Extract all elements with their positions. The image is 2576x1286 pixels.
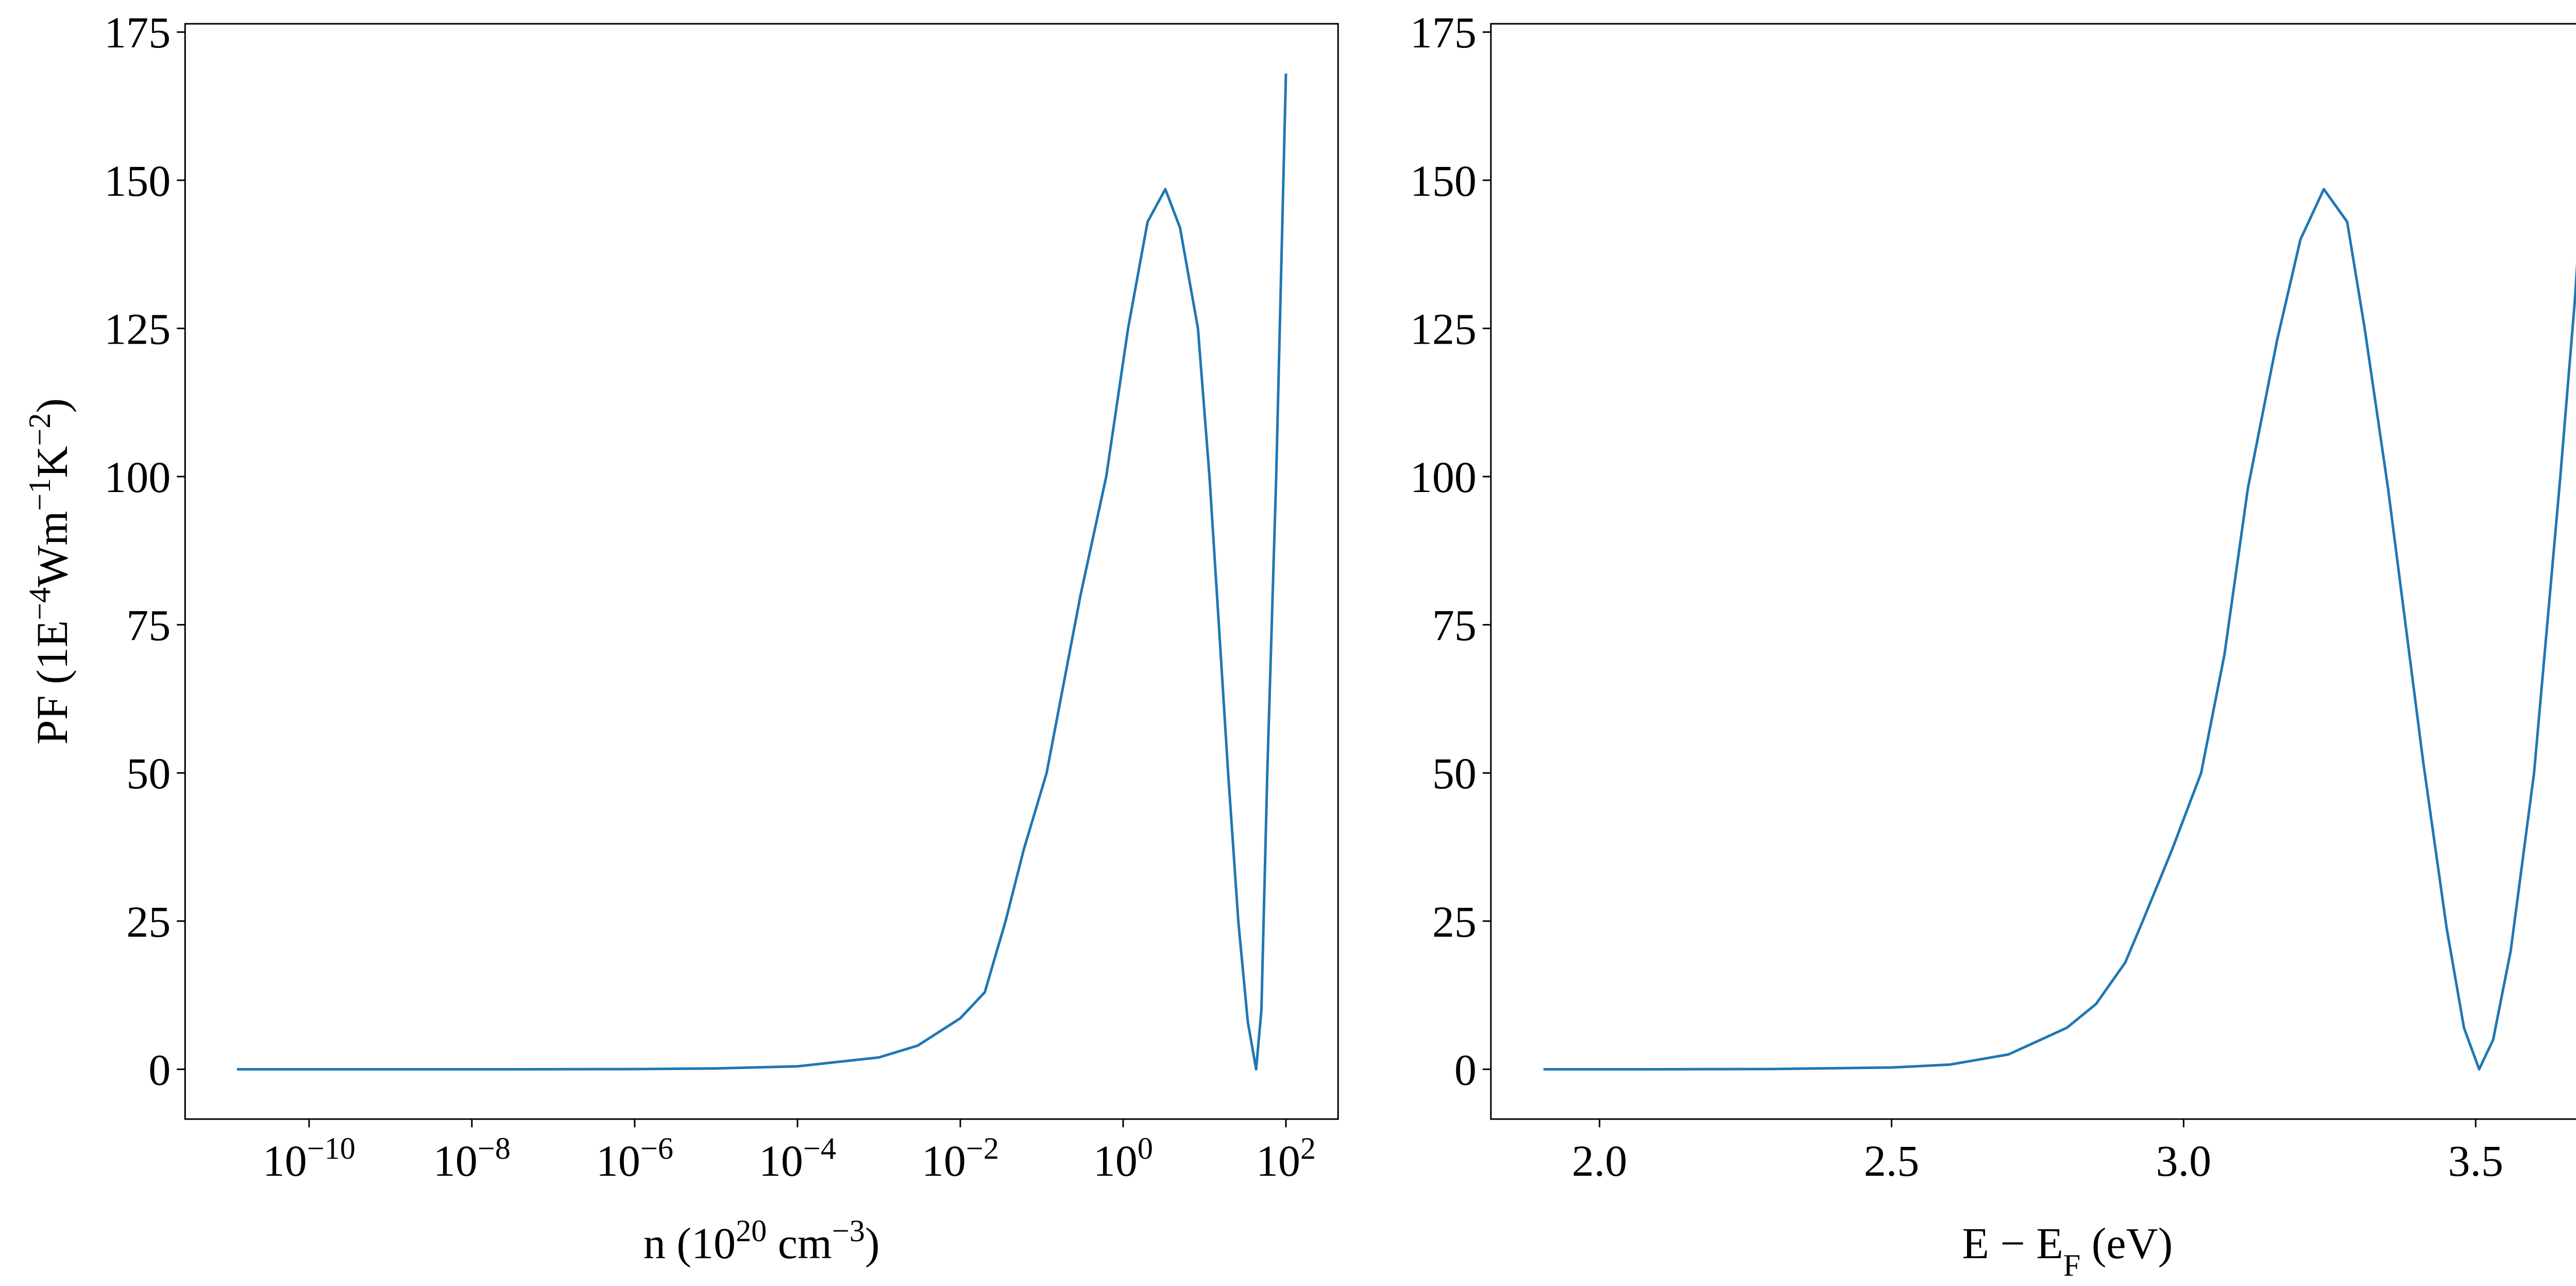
tick-base: 10 (1093, 1136, 1138, 1186)
x-tick-label: 100 (1093, 1131, 1153, 1186)
y-tick-label: 25 (126, 897, 171, 946)
y-tick-label: 125 (1410, 304, 1477, 353)
label-text: Wm (27, 511, 77, 587)
tick-base: 10 (433, 1136, 478, 1186)
tick-base: 10 (263, 1136, 307, 1186)
y-tick-label: 25 (1432, 897, 1477, 946)
x-tick-label: 3.5 (2448, 1136, 2503, 1186)
label-sup: −3 (832, 1214, 865, 1248)
y-tick-label: 100 (104, 452, 171, 502)
label-sup: −2 (23, 413, 57, 446)
x-tick-label: 10−4 (759, 1131, 836, 1186)
tick-base: 10 (759, 1136, 803, 1186)
label-text: (eV) (2080, 1219, 2173, 1268)
x-tick-label: 102 (1256, 1131, 1316, 1186)
y-axis-label: PF (1E−4Wm−1K−2) (23, 398, 77, 744)
y-tick-label: 150 (1410, 156, 1477, 206)
tick-base: 10 (1256, 1136, 1300, 1186)
x-tick-label: 10−10 (263, 1131, 355, 1186)
tick-base: 10 (922, 1136, 966, 1186)
label-sup: −1 (23, 478, 57, 511)
tick-base: 10 (596, 1136, 640, 1186)
data-line (1543, 188, 2576, 1071)
tick-exponent: −4 (803, 1131, 836, 1166)
y-tick-label: 175 (104, 8, 171, 57)
x-tick-label: 10−8 (433, 1131, 511, 1186)
label-sub: F (2063, 1248, 2080, 1283)
label-text: ) (865, 1219, 880, 1268)
x-tick-label: 10−6 (596, 1131, 673, 1186)
y-tick-label: 75 (126, 601, 171, 650)
y-tick-label: 50 (126, 749, 171, 798)
x-tick-label: 2.0 (1572, 1136, 1628, 1186)
label-text: E − E (1962, 1219, 2063, 1268)
y-tick-label: 0 (1454, 1045, 1477, 1094)
data-line (236, 73, 1287, 1071)
plot: 0 25 50 75 100 125 150 175 2.0 2.5 3.0 3.5 E − EF (e… (1410, 8, 2576, 1283)
tick-exponent: 0 (1138, 1131, 1153, 1166)
label-text: PF (1E (27, 620, 77, 744)
y-tick-label: 125 (104, 304, 171, 353)
y-tick-label: 175 (1410, 8, 1477, 57)
y-tick-label: 50 (1432, 749, 1477, 798)
axes-frame (1490, 23, 2576, 1120)
label-sup: 20 (736, 1214, 767, 1248)
tick-base: 2.0 (1572, 1136, 1628, 1186)
x-tick-label: 10−2 (922, 1131, 999, 1186)
tick-exponent: 2 (1300, 1131, 1316, 1166)
label-text: K (27, 446, 77, 478)
y-tick-label: 75 (1432, 601, 1477, 650)
label-text: n (10 (643, 1219, 736, 1268)
x-tick-label: 3.0 (2156, 1136, 2212, 1186)
x-axis-label: n (1020 cm−3) (643, 1214, 880, 1268)
tick-exponent: −6 (640, 1131, 673, 1166)
tick-exponent: −10 (307, 1131, 355, 1166)
tick-base: 3.0 (2156, 1136, 2212, 1186)
label-sup: −4 (23, 587, 57, 620)
tick-exponent: −8 (478, 1131, 511, 1166)
y-tick-label: 150 (104, 156, 171, 206)
x-tick-label: 2.5 (1864, 1136, 1920, 1186)
axes-frame (184, 23, 1339, 1120)
label-text: ) (27, 398, 77, 413)
y-tick-label: 100 (1410, 452, 1477, 502)
label-text: cm (767, 1219, 832, 1268)
tick-exponent: −2 (966, 1131, 999, 1166)
y-tick-label: 0 (148, 1045, 171, 1094)
x-axis-label: E − EF (eV) (1962, 1219, 2173, 1283)
